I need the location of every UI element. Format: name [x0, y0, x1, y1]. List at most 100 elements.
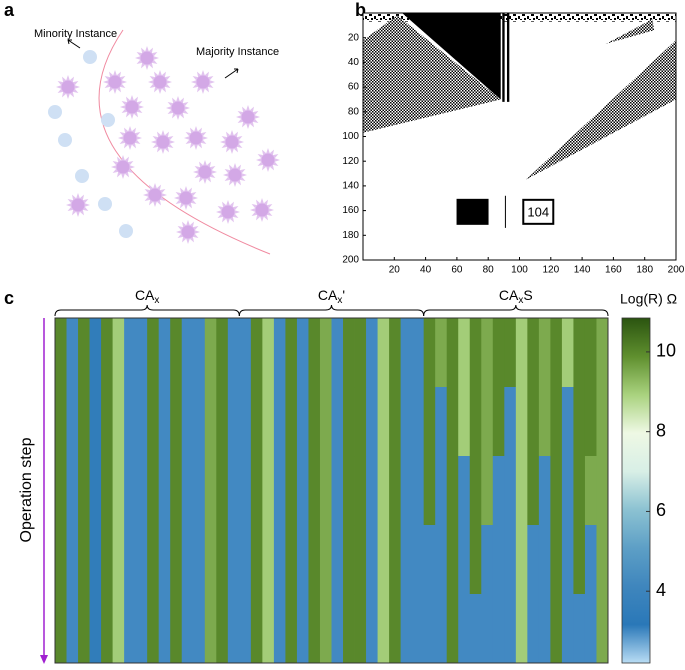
- y-arrow-head: [40, 655, 48, 664]
- heatmap-cell: [55, 525, 67, 595]
- heatmap-cell: [296, 318, 309, 388]
- heatmap-cell: [124, 387, 137, 457]
- heatmap-cell: [412, 594, 425, 664]
- heatmap-cell: [273, 318, 286, 388]
- sun-core: [61, 80, 75, 94]
- colorbar-label: Log(R) Ω: [620, 291, 677, 307]
- heatmap-cell: [135, 387, 148, 457]
- heatmap-cell: [343, 456, 355, 526]
- sun-core: [108, 75, 122, 89]
- heatmap-cell: [78, 318, 90, 388]
- x-tick-label: 180: [636, 265, 653, 276]
- heatmap-cell: [504, 387, 517, 457]
- heatmap-cell: [331, 525, 344, 595]
- heatmap-cell: [550, 525, 563, 595]
- heatmap-frame: [54, 317, 609, 664]
- heatmap-cell: [550, 594, 563, 664]
- sun-core: [228, 168, 242, 182]
- heatmap-cell: [389, 525, 402, 595]
- y-tick-label: 200: [342, 255, 359, 266]
- y-tick-label: 40: [348, 57, 360, 68]
- heatmap-cell: [354, 456, 367, 526]
- heatmap-cell: [239, 387, 252, 457]
- heatmap-cell: [366, 456, 378, 526]
- heatmap-cell: [584, 456, 597, 526]
- heatmap-cell: [319, 318, 332, 388]
- heatmap-cell: [78, 525, 90, 595]
- heatmap-cell: [527, 525, 540, 595]
- majority-instance: [184, 126, 208, 150]
- heatmap-cell: [158, 318, 171, 388]
- majority-instance: [135, 46, 159, 70]
- group-brace: [54, 304, 240, 317]
- heatmap-cell: [181, 456, 194, 526]
- y-tick-label: 80: [348, 106, 360, 117]
- heatmap-cell: [481, 594, 494, 664]
- arrow: [67, 39, 81, 49]
- y-tick-label: 100: [342, 131, 359, 142]
- heatmap-cell: [389, 456, 402, 526]
- boundary-arc: [98, 29, 271, 255]
- heatmap-cell: [296, 387, 309, 457]
- heatmap-cell: [158, 387, 171, 457]
- heatmap-cell: [193, 456, 206, 526]
- heatmap-cell: [216, 594, 229, 664]
- heatmap-cell: [423, 387, 436, 457]
- sun-core: [196, 75, 210, 89]
- heatmap-cell: [101, 387, 114, 457]
- minority-label: Minority Instance: [34, 28, 117, 40]
- heatmap-cell: [469, 456, 482, 526]
- heatmap-cell: [596, 456, 609, 526]
- majority-instance: [223, 163, 247, 187]
- heatmap-cell: [389, 594, 402, 664]
- x-tick-label: 100: [511, 265, 528, 276]
- heatmap-cell: [573, 594, 586, 664]
- heatmap-cell: [55, 594, 67, 664]
- heatmap-cell: [112, 456, 125, 526]
- majority-instance: [56, 75, 80, 99]
- heatmap-cell: [285, 387, 298, 457]
- x-tick-label: 20: [389, 265, 401, 276]
- y-tick-label: 120: [342, 156, 359, 167]
- heatmap-cell: [78, 387, 90, 457]
- majority-instance: [118, 126, 142, 150]
- majority-instance: [193, 160, 217, 184]
- sun-core: [123, 131, 137, 145]
- heatmap-cell: [354, 318, 367, 388]
- heatmap-cell: [435, 387, 448, 457]
- group-name: CA: [135, 287, 155, 303]
- sun-core: [179, 191, 193, 205]
- heatmap-cell: [400, 456, 413, 526]
- heatmap-cell: [573, 318, 586, 388]
- majority-label: Majority Instance: [196, 46, 279, 58]
- group-subscript: x: [518, 295, 523, 306]
- heatmap-cell: [458, 318, 471, 388]
- heatmap-cell: [89, 387, 102, 457]
- heatmap-cell: [296, 594, 309, 664]
- heatmap-cell: [343, 525, 355, 595]
- heatmap-cell: [170, 594, 183, 664]
- heatmap-cell: [343, 387, 355, 457]
- sun-core: [255, 203, 269, 217]
- hatched-region: [363, 15, 501, 133]
- heatmap-cell: [181, 594, 194, 664]
- stripe: [506, 13, 510, 102]
- heatmap-cell: [458, 525, 471, 595]
- heatmap-cell: [66, 387, 79, 457]
- rule-label: 96: [465, 204, 479, 219]
- heatmap-cell: [469, 318, 482, 388]
- heatmap-cell: [227, 318, 240, 388]
- heatmap-cell: [101, 456, 114, 526]
- rule-label: 104: [527, 204, 549, 219]
- heatmap-cell: [504, 456, 517, 526]
- heatmap-cell: [204, 387, 217, 457]
- sun-core: [171, 101, 185, 115]
- heatmap-cell: [412, 318, 425, 388]
- heatmap-cell: [389, 387, 402, 457]
- heatmap-cell: [584, 387, 597, 457]
- heatmap-cell: [273, 594, 286, 664]
- heatmap-cell: [89, 318, 102, 388]
- heatmap-cell: [204, 318, 217, 388]
- heatmap-cell: [515, 594, 528, 664]
- minority-instance: [98, 197, 112, 211]
